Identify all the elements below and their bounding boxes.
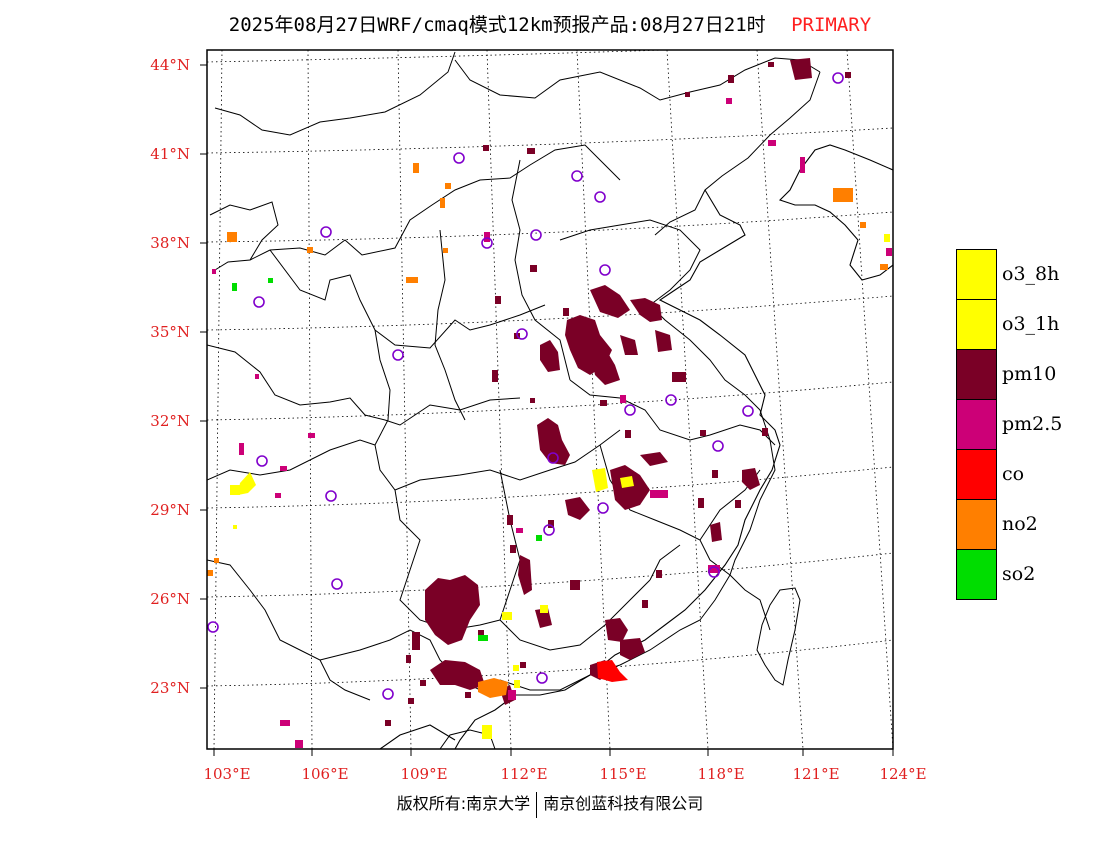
lat-label-38: 38°N — [150, 234, 190, 252]
copyright-footer: 版权所有:南京大学 南京创蓝科技有限公司 — [0, 790, 1100, 818]
legend-swatch — [956, 349, 997, 400]
lat-label-23: 23°N — [150, 679, 190, 697]
co-pixels — [597, 660, 628, 682]
legend-label: pm10 — [1002, 363, 1057, 385]
legend-swatch — [956, 299, 997, 350]
legend-swatch — [956, 549, 997, 600]
copyright-right: 南京创蓝科技有限公司 — [543, 794, 704, 813]
graticule — [207, 50, 893, 749]
province-boundaries — [207, 51, 821, 701]
lat-label-41: 41°N — [150, 145, 190, 163]
lat-label-32: 32°N — [150, 412, 190, 430]
lon-label-106: 106°E — [301, 765, 349, 783]
lon-label-109: 109°E — [400, 765, 448, 783]
legend-label: o3_8h — [1002, 263, 1060, 285]
footer-divider — [536, 791, 538, 818]
map-frame — [206, 49, 894, 750]
lat-label-35: 35°N — [150, 323, 190, 341]
legend-swatch — [956, 249, 997, 300]
legend-swatch — [956, 399, 997, 450]
lat-label-29: 29°N — [150, 501, 190, 519]
legend-label: co — [1002, 463, 1025, 485]
legend-label: so2 — [1002, 563, 1036, 585]
lat-label-26: 26°N — [150, 590, 190, 608]
pm10-patches — [412, 58, 812, 705]
pm10-pixels — [385, 62, 851, 726]
legend-label: no2 — [1002, 513, 1038, 535]
axis-ticks — [200, 64, 894, 756]
legend-swatch — [956, 449, 997, 500]
so2-pixels — [232, 278, 542, 641]
no2-pixels — [207, 163, 888, 698]
lon-label-118: 118°E — [697, 765, 745, 783]
legend-label: pm2.5 — [1002, 413, 1063, 435]
taiwan-outline — [756, 587, 801, 686]
lon-label-112: 112°E — [500, 765, 548, 783]
coastline — [379, 144, 893, 749]
legend-swatch — [956, 499, 997, 550]
o3-pixels — [230, 234, 890, 739]
title-text: 2025年08月27日WRF/cmaq模式12km预报产品:08月27日21时 — [228, 14, 766, 36]
map-title: 2025年08月27日WRF/cmaq模式12km预报产品:08月27日21时 … — [0, 10, 1100, 37]
lat-label-44: 44°N — [150, 56, 190, 74]
title-primary: PRIMARY — [791, 14, 872, 36]
copyright-left: 版权所有:南京大学 — [396, 794, 531, 813]
lon-label-124: 124°E — [879, 765, 927, 783]
hainan-outline — [439, 729, 496, 749]
legend-label: o3_1h — [1002, 313, 1060, 335]
lon-label-115: 115°E — [599, 765, 647, 783]
station-markers — [207, 72, 844, 700]
lon-label-103: 103°E — [203, 765, 251, 783]
pm25-pixels — [212, 98, 892, 748]
lon-label-121: 121°E — [792, 765, 840, 783]
